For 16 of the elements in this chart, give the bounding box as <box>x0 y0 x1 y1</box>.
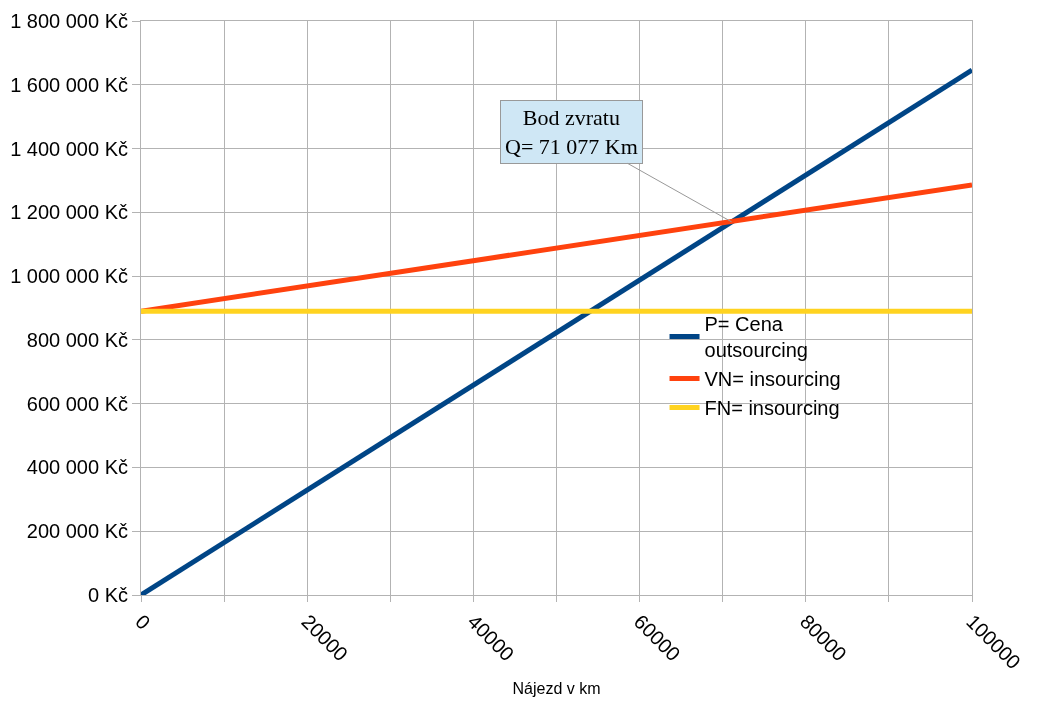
y-tick-label: 1 600 000 Kč <box>10 73 128 96</box>
y-tick-label: 1 200 000 Kč <box>10 201 128 224</box>
x-tick-label: 0 <box>131 610 155 634</box>
legend-label: VN= insourcing <box>704 368 841 391</box>
y-tick-label: 0 Kč <box>87 584 128 606</box>
y-tick-label: 600 000 Kč <box>26 392 128 415</box>
legend-label: FN= insourcing <box>704 397 840 420</box>
y-tick-label: 1 000 000 Kč <box>10 265 128 288</box>
annotation: Bod zvratu Q= 71 077 Km <box>505 105 638 159</box>
y-tick-label: 400 000 Kč <box>26 456 128 479</box>
y-tick-label: 1 800 000 Kč <box>10 10 128 32</box>
y-tick-label: 200 000 Kč <box>26 520 128 543</box>
y-tick-label: 1 400 000 Kč <box>10 137 128 160</box>
legend-label: P= Cena outsourcing <box>704 313 808 362</box>
x-axis-title: Nájezd v km <box>512 679 601 697</box>
y-tick-label: 800 000 Kč <box>26 328 128 351</box>
